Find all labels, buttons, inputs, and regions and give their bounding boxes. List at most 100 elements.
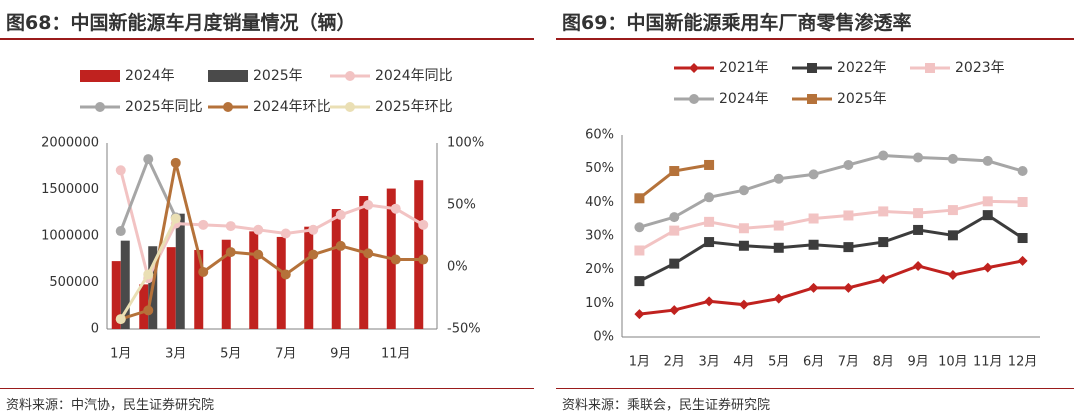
point-2023- [773,220,784,231]
right-source-rule [556,388,1074,389]
x-tick-label: 11月 [973,355,1003,370]
legend-swatch [208,70,248,82]
y-tick-label: 50% [585,161,614,176]
legend-label: 2024年同比 [375,68,453,84]
legend-marker [807,63,817,73]
y-right-tick-label: 100% [447,136,484,151]
point-2025- [115,314,126,325]
line-2024- [119,169,425,283]
point-2024- [225,221,236,232]
point-2024- [704,192,715,203]
point-2024- [280,269,291,280]
point-2024- [198,219,209,230]
x-tick-label: 7月 [275,347,296,362]
point-2024- [280,228,291,239]
point-2025- [115,226,126,237]
bar-2024- [304,226,314,329]
line-2021- [639,259,1023,316]
point-2024- [308,224,319,235]
point-2024- [947,153,958,164]
x-tick-label: 1月 [110,347,131,362]
x-tick-label: 6月 [803,355,824,370]
point-2024- [390,203,401,214]
point-2022- [669,258,680,269]
point-2025- [704,159,715,170]
point-2023- [704,216,715,227]
left-panel: 图68：中国新能源车月度销量情况（辆） 0 500000 1000000 150000… [0,12,534,413]
point-2021- [738,299,749,310]
left-source-rule [0,388,534,389]
y-tick-label: 30% [585,229,614,244]
point-2024- [335,240,346,251]
point-2025- [634,193,645,204]
point-2023- [738,223,749,234]
point-2022- [773,242,784,253]
point-2022- [1017,233,1028,244]
left-chart-source: 资料来源：中汽协，民生证券研究院 [6,398,215,413]
bar-2024- [166,247,176,329]
point-2024- [170,157,181,168]
legend-marker [223,102,233,112]
point-2021- [1017,255,1028,266]
line-2023- [638,199,1023,252]
x-tick-label: 9月 [330,347,351,362]
point-2023- [878,206,889,217]
bar-2025- [120,240,130,329]
bar-2024- [359,196,369,329]
x-tick-label: 9月 [907,355,928,370]
point-2025- [170,213,181,224]
right-chart-title: 图69：中国新能源乘用车厂商零售渗透率 [562,12,912,34]
point-2021- [947,270,958,281]
legend-label: 2025年同比 [125,99,203,115]
legend-marker [689,94,699,104]
point-2023- [634,245,645,256]
legend-marker [925,63,935,73]
x-tick-label: 11月 [381,347,411,362]
bar-2024- [111,261,121,329]
point-2021- [808,282,819,293]
point-2023- [913,208,924,219]
point-2023- [669,225,680,236]
point-2024- [363,200,374,210]
point-2025- [669,166,680,177]
point-2024- [225,247,236,258]
y-tick-label: 10% [585,296,614,311]
right-panel: 图69：中国新能源乘用车厂商零售渗透率 0% 10% 20% 30% 40% 50% 60%… [556,0,1080,416]
x-tick-label: 3月 [698,355,719,370]
point-2024- [418,254,429,265]
point-2024- [335,209,346,220]
point-2024- [418,219,429,230]
point-2023- [982,196,993,207]
point-2023- [843,210,854,221]
point-2024- [198,266,209,277]
point-2022- [913,224,924,235]
y-left-tick-label: 0 [91,322,99,337]
legend-marker [345,71,355,81]
point-2021- [913,260,924,271]
point-2022- [982,210,993,221]
x-tick-label: 2月 [664,355,685,370]
x-tick-label: 5月 [220,347,241,362]
point-2024- [308,249,319,260]
point-2024- [913,152,924,163]
point-2024- [878,150,889,161]
point-2025- [143,154,154,165]
point-2022- [634,276,645,287]
y-left-tick-label: 1500000 [41,182,99,197]
left-chart: 0 500000 1000000 1500000 2000000 -50% 0% 50% 100… [41,68,484,362]
point-2021- [843,282,854,293]
x-tick-label: 4月 [733,355,754,370]
right-title-rule [556,38,1074,40]
point-2024- [982,155,993,166]
point-2023- [1017,196,1028,207]
legend-label: 2024年 [719,91,769,107]
y-tick-label: 40% [585,195,614,210]
right-chart: 0% 10% 20% 30% 40% 50% 60% 1月 2月 3月 4月 5月 6月 7月 8月 9月 10… [585,60,1040,370]
point-2024- [390,254,401,265]
legend-label: 2023年 [955,60,1005,76]
legend-marker [689,63,699,73]
point-2022- [808,239,819,250]
x-tick-label: 12月 [1008,355,1038,370]
left-title-rule [0,38,534,40]
x-tick-label: 5月 [768,355,789,370]
